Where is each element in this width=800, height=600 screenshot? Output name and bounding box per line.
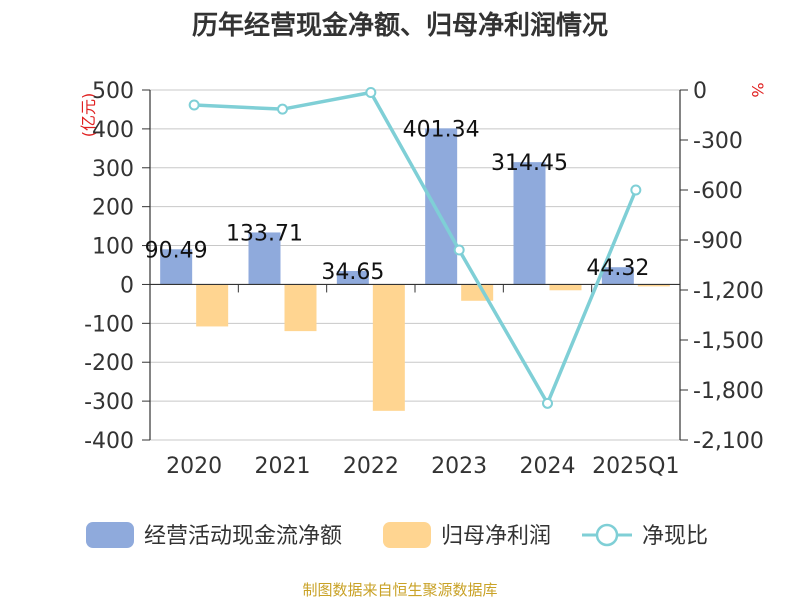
ratio-line-path (194, 90, 638, 408)
bar-cashflow (513, 162, 546, 285)
y-left-tick-label: -400 (84, 429, 134, 454)
bar-cashflow (601, 267, 634, 285)
x-tick-label: 2024 (520, 454, 576, 479)
data-label-cashflow: 34.65 (321, 260, 384, 285)
legend-marker-ratio (595, 523, 619, 547)
bar-profit (284, 284, 317, 332)
y-left-tick-label: -100 (84, 312, 134, 337)
y-right-tick-label: -300 (693, 129, 743, 154)
y-left-tick-label: -300 (84, 390, 134, 415)
legend-label-ratio: 净现比 (642, 524, 708, 549)
x-tick-label: 2021 (255, 454, 311, 479)
y-right-tick-label: -900 (693, 229, 743, 254)
bar-profit (549, 284, 582, 291)
data-label-cashflow: 44.32 (586, 256, 649, 281)
y-left-tick-label: 100 (92, 235, 134, 260)
data-label-cashflow: 401.34 (403, 117, 480, 142)
ratio-point (365, 87, 377, 98)
bar-cashflow (336, 270, 369, 285)
bar-profit (372, 284, 405, 411)
ratio-point (453, 244, 465, 256)
ratio-point (630, 184, 642, 196)
data-label-cashflow: 133.71 (226, 221, 303, 246)
y-right-tick-label: -1,200 (693, 279, 764, 304)
data-label-cashflow: 314.45 (491, 151, 568, 176)
right-axis-unit: % (748, 82, 767, 97)
bar-profit (196, 284, 229, 327)
data-label-cashflow: 90.49 (145, 238, 208, 263)
legend-swatch-cashflow (86, 522, 134, 548)
bar-cashflow (425, 128, 458, 285)
legend: 经营活动现金流净额 归母净利润 净现比 (86, 522, 708, 549)
legend-label-profit: 归母净利润 (441, 524, 551, 549)
bar-profit (637, 284, 670, 287)
y-left-tick-label: 400 (92, 118, 134, 143)
y-right-tick-label: 0 (693, 79, 707, 104)
x-tick-label: 2023 (431, 454, 487, 479)
axes: 500 400 300 200 100 0 -100 -200 -300 -400 0 -300 -60… (84, 79, 764, 479)
bar-cashflow (160, 249, 193, 285)
y-right-tick-label: -2,100 (693, 429, 764, 454)
x-tick-label: 2025Q1 (592, 454, 679, 479)
ratio-point (277, 103, 288, 115)
legend-swatch-profit (383, 522, 431, 548)
y-right-tick-label: -600 (693, 179, 743, 204)
legend-label-cashflow: 经营活动现金流净额 (144, 524, 342, 549)
y-left-tick-label: -200 (84, 351, 134, 376)
x-tick-label: 2020 (166, 454, 222, 479)
ratio-point (188, 99, 200, 111)
x-tick-label: 2022 (343, 454, 399, 479)
bar-cashflow (248, 232, 281, 285)
gridlines (150, 89, 680, 441)
left-axis-unit: (亿元) (79, 93, 98, 138)
ratio-line (188, 87, 642, 409)
y-left-tick-label: 200 (92, 196, 134, 221)
y-right-tick-label: -1,500 (693, 329, 764, 354)
chart-title: 历年经营现金净额、归母净利润情况 (192, 10, 608, 41)
y-left-tick-label: 0 (120, 273, 134, 298)
data-labels: 90.49 133.71 34.65 401.34 314.45 44.32 (145, 117, 650, 285)
ratio-point (542, 397, 553, 409)
bars (160, 128, 670, 411)
y-left-tick-label: 500 (92, 79, 134, 104)
y-left-tick-label: 300 (92, 157, 134, 182)
source-note: 制图数据来自恒生聚源数据库 (302, 581, 497, 599)
y-right-tick-label: -1,800 (693, 379, 764, 404)
